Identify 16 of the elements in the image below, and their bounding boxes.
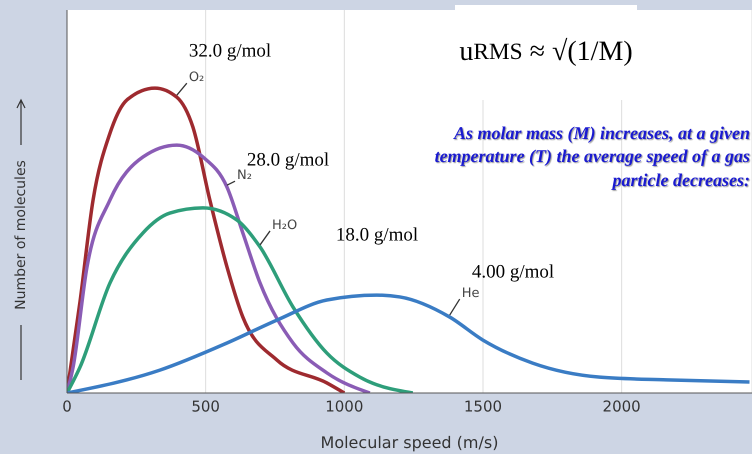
series-label: N₂	[237, 168, 252, 184]
x-tick-label: 0	[62, 398, 72, 416]
text: 32.0 g/mol	[188, 40, 272, 62]
x-tick-label: 1000	[325, 398, 364, 416]
annotation: As molar mass (M) increases, at a given temperature (T) the average speed of a gas particle decreases:	[434, 122, 750, 192]
annotation: 18.0 g/mol	[336, 224, 418, 246]
annotation: 28.0 g/mol	[246, 150, 330, 170]
series-label: H₂O	[272, 218, 298, 233]
x-tick-label: 500	[191, 398, 220, 416]
annotation: 4.00 g/mol	[472, 262, 554, 282]
x-axis-title: Molecular speed (m/s)	[320, 433, 498, 452]
series-label: He	[462, 286, 480, 302]
x-tick-label: 1500	[464, 398, 502, 416]
x-tick-label: 2000	[602, 398, 641, 416]
series-label: O₂	[188, 70, 204, 86]
y-axis-title: Number of molecules	[13, 160, 29, 310]
